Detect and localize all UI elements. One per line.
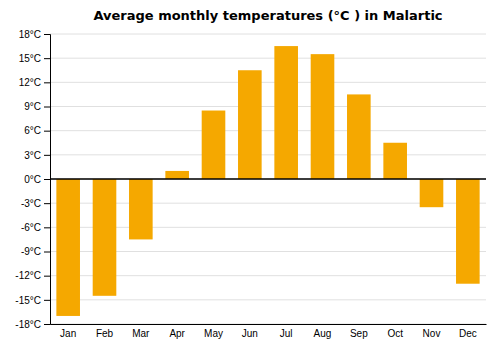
y-tick: 0°C [24,174,50,185]
y-tick-mark [44,252,50,253]
x-tick-label: Feb [96,328,114,339]
grid-line [50,324,486,325]
x-tick: May [204,328,223,339]
y-tick: -6°C [21,222,50,233]
x-tick-label: Jun [242,328,258,339]
chart: -18°C -15°C -12°C -9°C -6°C -3°C 0°C 3°C 6°C 9°C 1… [0,0,500,350]
grid-line [50,179,486,180]
title: Average monthly temperatures (°C ) in Ma… [93,8,442,23]
y-tick-mark [44,227,50,228]
x-tick: Feb [96,328,114,339]
bar [420,179,444,207]
y-tick: -9°C [21,246,50,257]
y-tick: 3°C [24,150,50,161]
y-tick-mark [44,300,50,301]
bar [311,54,335,179]
y-tick-label: 12°C [19,77,41,88]
y-tick: -3°C [21,198,50,209]
x-tick-label: Nov [423,328,441,339]
bar [202,111,226,179]
y-tick-mark [44,34,50,35]
bar [383,143,407,179]
plot: -18°C -15°C -12°C -9°C -6°C -3°C 0°C 3°C 6°C 9°C 1… [15,29,486,339]
y-tick: 18°C [19,29,50,40]
x-tick-label: Jul [280,328,293,339]
grid-line [50,34,486,35]
y-tick: 12°C [19,77,50,88]
x-tick: Aug [314,328,332,339]
y-tick: 15°C [19,53,50,64]
bar [238,70,262,179]
y-tick-label: -15°C [15,295,41,306]
x-tick-label: Sep [350,328,368,339]
x-tick: Jun [242,328,258,339]
y-tick-mark [44,179,50,180]
grid-line [50,82,486,83]
y-tick-label: -9°C [21,246,41,257]
x-tick: Jan [60,328,76,339]
y-tick: -15°C [15,295,50,306]
y-tick-mark [44,203,50,204]
y-tick-label: -18°C [15,319,41,330]
y-tick-mark [44,131,50,132]
y-tick: -18°C [15,319,50,330]
grid-line [50,58,486,59]
grid-line [50,299,486,300]
x-tick-label: Apr [169,328,185,339]
y-tick-mark [44,107,50,108]
y-tick-label: 0°C [24,174,41,185]
bar [56,179,80,316]
y-axis: -18°C -15°C -12°C -9°C -6°C -3°C 0°C 3°C 6°C 9°C 1… [15,29,50,330]
x-tick-label: Mar [132,328,150,339]
y-tick-label: 9°C [24,101,41,112]
x-tick-label: Dec [459,328,477,339]
y-tick: 9°C [24,101,50,112]
y-tick-label: 6°C [24,125,41,136]
x-tick-label: Oct [387,328,403,339]
x-tick: Oct [387,328,403,339]
bars [56,46,479,316]
y-axis-line [44,35,51,325]
bar [129,179,153,239]
grid-line [50,106,486,107]
x-tick: Jul [280,328,293,339]
bar [456,179,480,284]
y-tick-label: 3°C [24,150,41,161]
grid [50,34,486,324]
bar [347,94,371,179]
y-tick-label: 18°C [19,29,41,40]
x-tick-label: Aug [314,328,332,339]
y-tick-label: -3°C [21,198,41,209]
y-tick-mark [44,58,50,59]
y-tick-mark [44,82,50,83]
x-axis: Jan Feb Mar Apr May Jun Jul Aug Sep Oct Nov Dec [51,325,487,340]
y-tick: 6°C [24,125,50,136]
x-tick: Dec [459,328,477,339]
bar [165,171,189,179]
zero-line [50,178,486,180]
x-tick-label: Jan [60,328,76,339]
y-tick-mark [44,324,50,325]
y-tick: -12°C [15,270,50,281]
bar [93,179,117,296]
grid-line [50,130,486,131]
y-tick-label: -6°C [21,222,41,233]
y-tick-label: -12°C [15,270,41,281]
x-tick: Apr [169,328,185,339]
x-tick: Sep [350,328,368,339]
x-axis-line [51,324,487,325]
y-tick-mark [44,276,50,277]
x-tick-label: May [204,328,223,339]
x-tick: Mar [132,328,150,339]
y-tick-label: 15°C [19,53,41,64]
bar [274,46,298,179]
grid-line [50,154,486,155]
y-tick-mark [44,155,50,156]
x-tick: Nov [423,328,441,339]
